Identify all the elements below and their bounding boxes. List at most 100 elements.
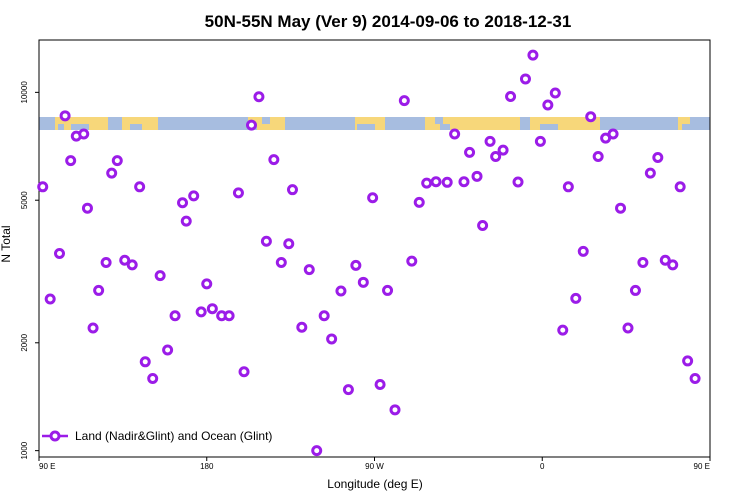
data-point: [367, 192, 379, 204]
data-point: [441, 176, 453, 188]
data-point: [557, 324, 569, 336]
plot-frame: [38, 39, 711, 458]
data-point: [398, 95, 410, 107]
data-point: [335, 285, 347, 297]
data-point: [326, 333, 338, 345]
data-point: [245, 119, 257, 131]
data-point: [577, 245, 589, 257]
data-point: [188, 190, 200, 202]
data-point: [275, 257, 287, 269]
scatter-series: [37, 49, 701, 457]
data-point: [464, 146, 476, 158]
data-point: [195, 306, 207, 318]
data-point: [689, 372, 701, 384]
data-point: [111, 155, 123, 167]
data-point: [674, 181, 686, 193]
data-point: [180, 215, 192, 227]
data-point: [169, 310, 181, 322]
data-point: [477, 220, 489, 232]
coverage-band-patch: [285, 117, 355, 130]
data-point: [512, 176, 524, 188]
data-point: [296, 321, 308, 333]
data-point: [106, 167, 118, 179]
data-point: [65, 155, 77, 167]
coverage-band-patch: [440, 124, 450, 130]
data-point: [232, 187, 244, 199]
y-tick-label: 1000: [20, 441, 29, 459]
data-point: [549, 87, 561, 99]
data-point: [81, 202, 93, 214]
data-point: [119, 254, 131, 266]
data-point: [527, 49, 539, 61]
data-point: [253, 91, 265, 103]
data-point: [637, 257, 649, 269]
data-point: [382, 284, 394, 296]
data-point: [430, 176, 442, 188]
data-point: [615, 202, 627, 214]
data-point: [223, 310, 235, 322]
x-tick-label: 0: [540, 462, 545, 471]
y-axis-label: N Total: [0, 225, 13, 262]
data-point: [389, 404, 401, 416]
data-point: [283, 238, 295, 250]
y-tick-label: 2000: [20, 333, 29, 351]
coverage-band: [39, 117, 710, 130]
coverage-band-patch: [71, 124, 89, 130]
coverage-band-patch: [160, 123, 220, 130]
x-axis-label: Longitude (deg E): [327, 477, 422, 491]
data-point: [374, 378, 386, 390]
data-point: [54, 248, 66, 260]
data-point: [471, 170, 483, 182]
data-point: [652, 151, 664, 163]
coverage-band-patch: [520, 117, 530, 130]
coverage-band-patch: [130, 124, 142, 130]
data-point: [519, 73, 531, 85]
data-point: [303, 264, 315, 276]
x-tick-label: 90 W: [365, 462, 384, 471]
data-point: [318, 310, 330, 322]
coverage-band-patch: [600, 117, 678, 130]
data-point: [350, 259, 362, 271]
data-point: [147, 372, 159, 384]
data-point: [78, 128, 90, 140]
data-point: [406, 255, 418, 267]
x-tick-label: 90 E: [39, 462, 55, 471]
y-tick-label: 10000: [20, 81, 29, 104]
data-point: [44, 293, 56, 305]
data-point: [311, 445, 323, 457]
data-point: [659, 254, 671, 266]
data-point: [357, 276, 369, 288]
coverage-band-patch: [690, 117, 710, 130]
chart-title: 50N-55N May (Ver 9) 2014-09-06 to 2018-1…: [205, 12, 572, 31]
data-point: [126, 259, 138, 271]
data-point: [268, 154, 280, 166]
data-point: [629, 284, 641, 296]
data-point: [484, 135, 496, 147]
y-axis: 1000 2000 5000 10000: [20, 81, 39, 460]
x-axis: 90 E 180 90 W 0 90 E: [38, 457, 711, 471]
data-point: [505, 90, 517, 102]
legend: Land (Nadir&Glint) and Ocean (Glint): [42, 429, 272, 443]
data-point: [682, 355, 694, 367]
data-point: [93, 284, 105, 296]
data-point: [585, 111, 597, 123]
data-point: [534, 135, 546, 147]
coverage-band-patch: [357, 124, 375, 130]
coverage-band-patch: [108, 117, 122, 130]
data-point: [413, 196, 425, 208]
data-point: [260, 235, 272, 247]
coverage-band-patch: [39, 117, 55, 130]
data-point: [449, 128, 461, 140]
legend-label: Land (Nadir&Glint) and Ocean (Glint): [75, 429, 272, 443]
data-point: [238, 366, 250, 378]
coverage-band-patch: [58, 124, 64, 130]
data-point: [667, 259, 679, 271]
data-point: [458, 176, 470, 188]
y-tick-label: 5000: [20, 191, 29, 209]
data-point: [177, 197, 189, 209]
data-point: [542, 99, 554, 111]
data-point: [100, 257, 112, 269]
data-point: [87, 322, 99, 334]
legend-marker: [49, 430, 61, 442]
